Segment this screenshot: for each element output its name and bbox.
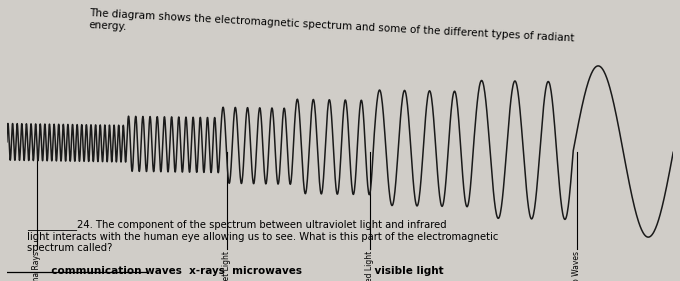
Text: __________24. The component of the spectrum between ultraviolet light and infrar: __________24. The component of the spect… [27,219,498,253]
Text: communication waves  x-rays  microwaves                    visible light: communication waves x-rays microwaves vi… [44,266,444,276]
Text: Ultraviolet Light: Ultraviolet Light [222,251,231,281]
Text: Radio Waves: Radio Waves [572,251,581,281]
Text: The diagram shows the electromagnetic spectrum and some of the different types o: The diagram shows the electromagnetic sp… [88,8,575,55]
Text: Infrared Light: Infrared Light [365,251,375,281]
Text: Gamma Rays: Gamma Rays [32,251,41,281]
